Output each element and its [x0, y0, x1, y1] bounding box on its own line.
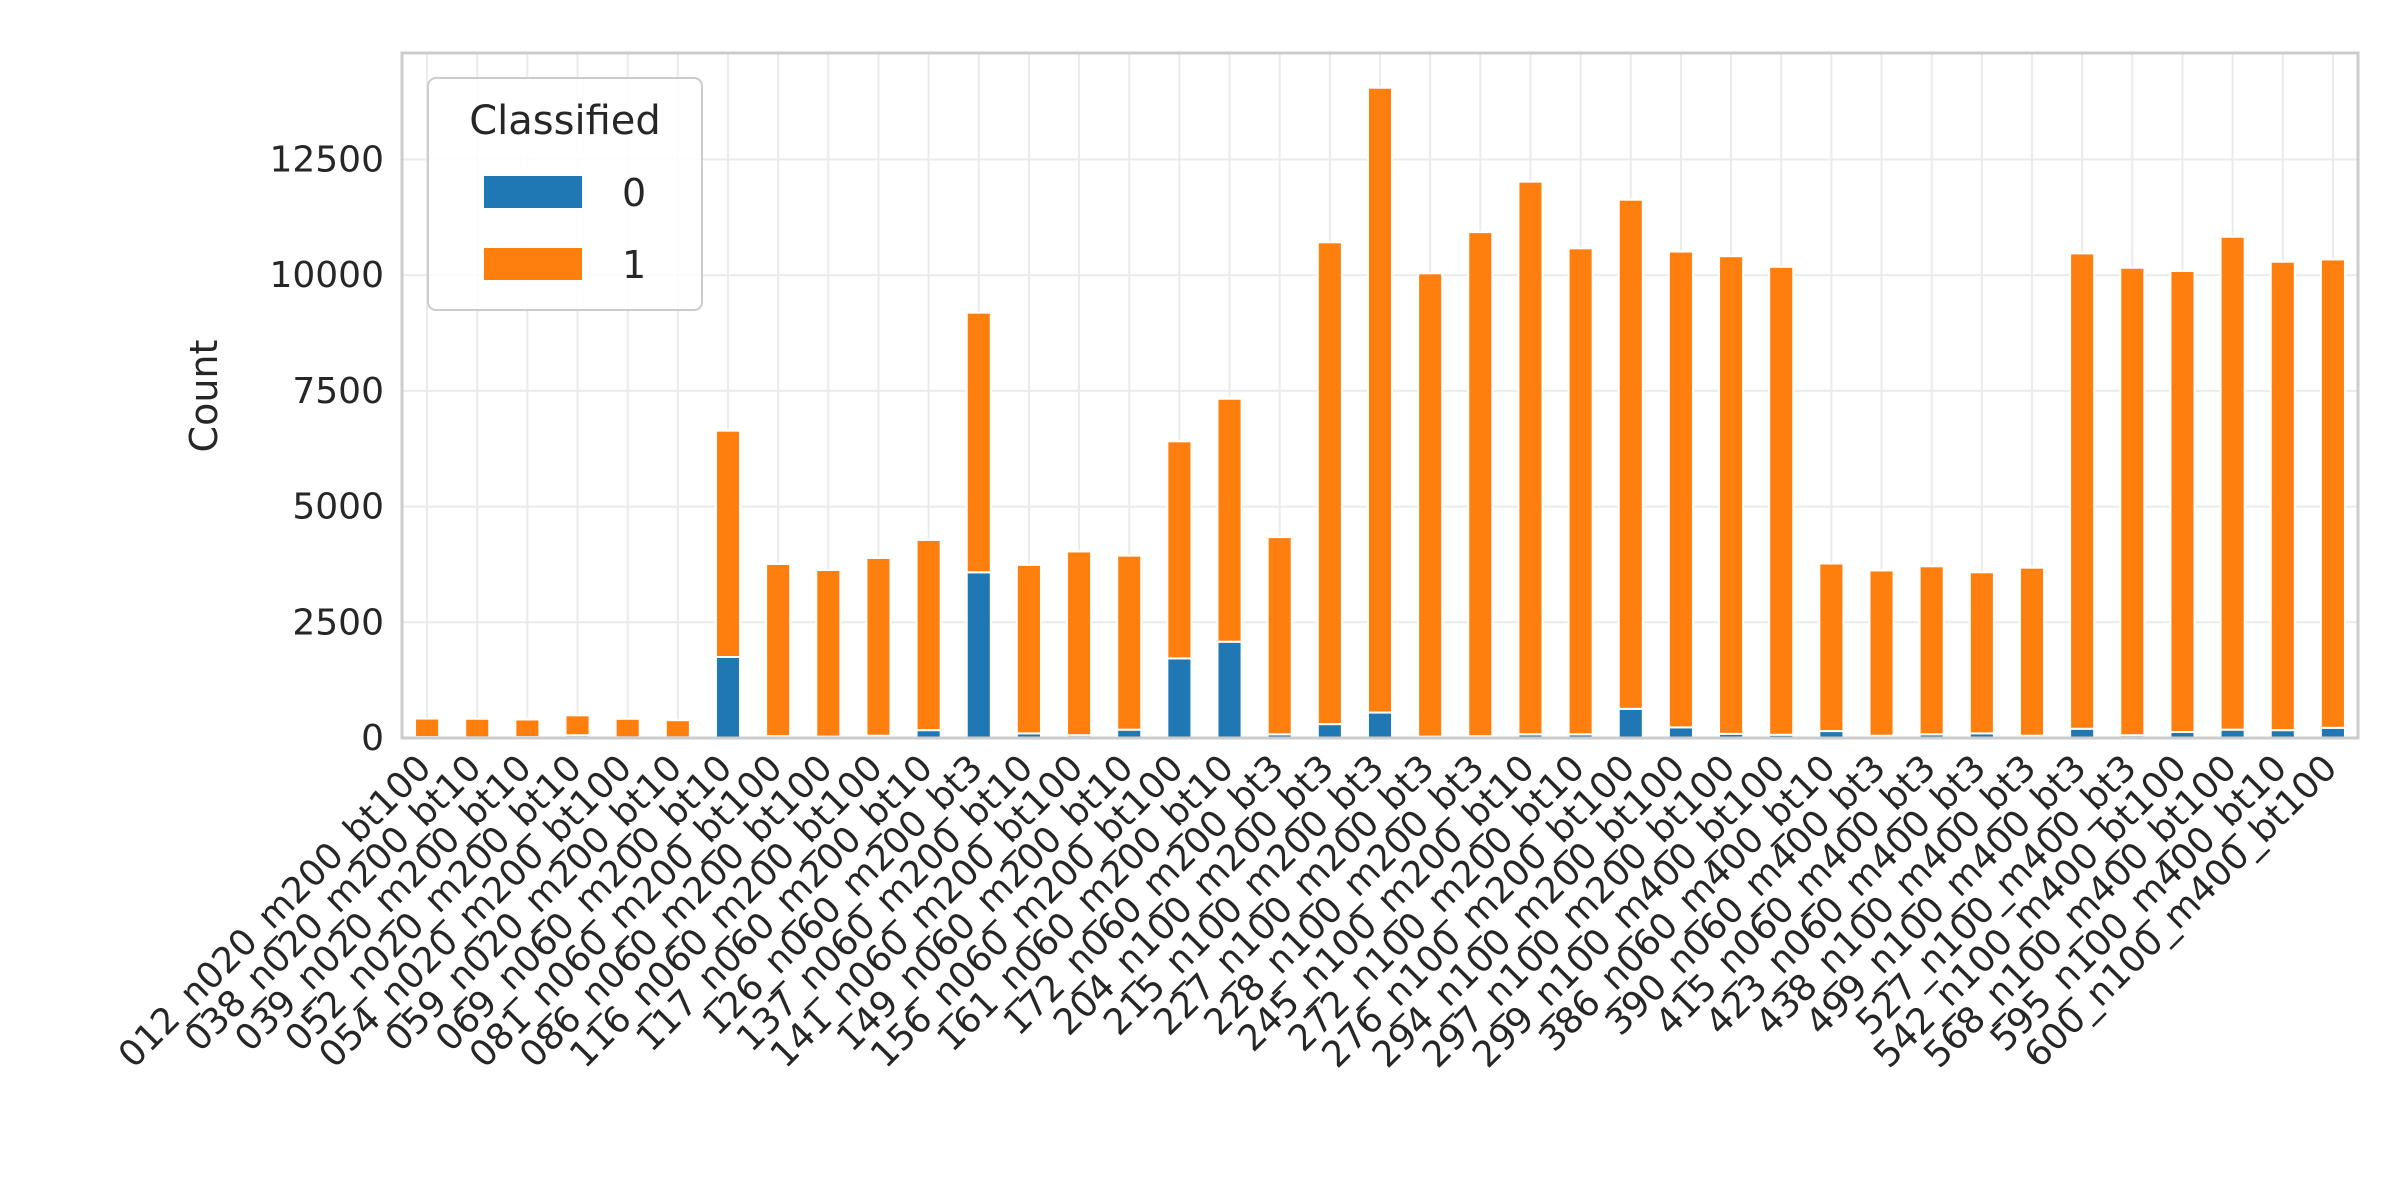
bar-segment-series-1 — [1768, 265, 1795, 736]
bar-segment-series-1 — [1216, 397, 1243, 643]
bar-segment-series-1 — [1718, 255, 1745, 735]
bar-segment-series-1 — [1417, 272, 1444, 738]
bar-segment-series-1 — [2269, 260, 2296, 732]
bar-segment-series-1 — [2169, 269, 2196, 733]
legend: Classified 01 — [427, 77, 703, 311]
y-tick-label: 10000 — [269, 255, 384, 296]
bar-segment-series-0 — [1166, 657, 1193, 740]
legend-swatch-1 — [484, 248, 582, 280]
bar-segment-series-0 — [965, 571, 992, 740]
bar-segment-series-1 — [2119, 266, 2146, 737]
bar-segment-series-0 — [1216, 640, 1243, 740]
bar-segment-series-1 — [714, 429, 742, 659]
bar-segment-series-1 — [765, 562, 792, 738]
y-tick-label: 5000 — [292, 487, 384, 528]
x-tick-labels: 012_n020_m200_bt100038_n020_m200_bt10039… — [111, 747, 2345, 1076]
bar-segment-series-1 — [1266, 536, 1293, 736]
bar-segment-series-1 — [464, 717, 491, 739]
bar-segment-series-1 — [1015, 563, 1042, 735]
y-tick-label: 0 — [361, 718, 384, 759]
bar-segment-series-1 — [1667, 250, 1694, 729]
bar-segment-series-1 — [564, 714, 591, 737]
bar-segment-series-1 — [2319, 258, 2346, 729]
bar-segment-series-1 — [915, 538, 942, 732]
bar-segment-series-1 — [1818, 562, 1845, 733]
legend-swatch-0 — [484, 176, 582, 208]
bar-segment-series-1 — [1968, 571, 1995, 735]
bar-segment-series-1 — [1567, 247, 1594, 736]
bar-segment-series-1 — [414, 717, 441, 739]
bar-segment-series-1 — [1066, 550, 1093, 737]
bars — [414, 86, 2346, 740]
y-tick-label: 2500 — [292, 602, 384, 643]
bar-segment-series-1 — [664, 719, 691, 739]
bar-segment-series-0 — [1316, 723, 1343, 740]
y-tick-label: 12500 — [269, 139, 384, 180]
bar-segment-series-0 — [1617, 707, 1644, 739]
legend-label-0: 0 — [622, 171, 646, 215]
y-tick-label: 7500 — [292, 371, 384, 412]
bar-segment-series-1 — [1617, 198, 1644, 710]
bar-segment-series-1 — [1467, 231, 1494, 738]
bar-segment-series-1 — [865, 556, 892, 737]
y-tick-labels: 0 2500 5000 7500 10000 12500 — [269, 139, 384, 759]
bar-segment-series-1 — [2069, 252, 2096, 730]
bar-segment-series-1 — [1868, 569, 1895, 737]
bar-segment-series-1 — [1517, 180, 1544, 736]
legend-title: Classified — [469, 98, 661, 144]
bar-segment-series-1 — [2219, 235, 2246, 731]
bar-segment-series-1 — [965, 311, 992, 574]
bar-segment-series-1 — [514, 718, 541, 739]
bar-segment-series-1 — [1166, 440, 1193, 660]
bar-segment-series-1 — [1116, 554, 1143, 731]
legend-entries: 01 — [484, 171, 646, 287]
bar-segment-series-1 — [1316, 241, 1343, 726]
bar-segment-series-0 — [2319, 726, 2346, 739]
bar-segment-series-0 — [714, 656, 742, 739]
bar-segment-series-1 — [2018, 566, 2046, 737]
bar-segment-series-0 — [1667, 726, 1694, 740]
legend-label-1: 1 — [622, 243, 646, 287]
y-axis-label: Count — [182, 340, 226, 453]
bar-segment-series-1 — [1366, 86, 1394, 714]
bar-segment-series-0 — [1366, 711, 1394, 740]
bar-segment-series-1 — [1918, 565, 1945, 736]
plot-area-frame — [400, 51, 2360, 740]
bar-segment-series-1 — [815, 568, 842, 738]
bar-segment-series-1 — [614, 717, 641, 739]
